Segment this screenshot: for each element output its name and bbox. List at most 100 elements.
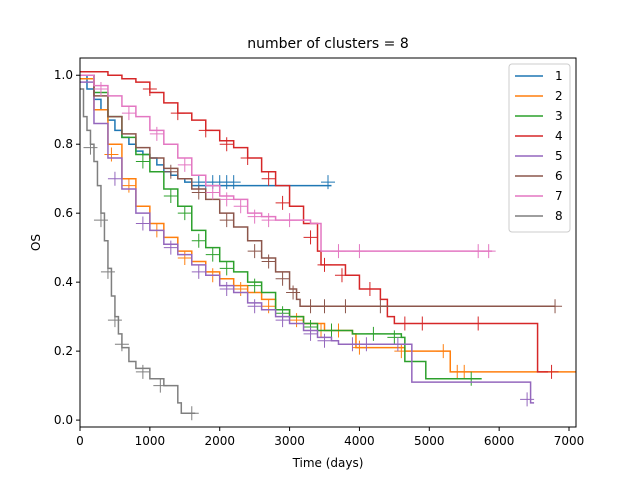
x-tick-label-3000: 3000 [274, 434, 305, 448]
censor-mark-8-4 [114, 337, 129, 352]
censor-mark-6-1 [191, 185, 206, 200]
censor-mark-6-9 [338, 299, 353, 314]
legend-label-2: 2 [555, 89, 563, 103]
censor-mark-4-3 [219, 137, 234, 152]
censor-mark-7-2 [149, 126, 164, 141]
censor-mark-2-12 [436, 344, 451, 359]
censor-mark-2-1 [121, 178, 136, 193]
censor-mark-3-0 [135, 154, 150, 169]
legend-box [508, 63, 571, 233]
censor-mark-3-5 [219, 261, 234, 276]
censor-mark-7-11 [352, 244, 367, 259]
legend: 1 2 3 4 5 6 7 8 [508, 63, 571, 233]
censor-mark-3-12 [464, 371, 479, 386]
series-line-2 [80, 77, 576, 373]
chart-title: number of clusters = 8 [247, 36, 408, 52]
censor-mark-4-6 [275, 195, 290, 210]
y-axis-label: OS [29, 234, 43, 251]
censor-mark-7-1 [121, 106, 136, 121]
x-tick-label-1000: 1000 [135, 434, 166, 448]
censor-mark-6-4 [261, 254, 276, 269]
y-tick-label-2: 0.4 [54, 275, 73, 289]
censor-mark-3-4 [205, 247, 220, 262]
x-tick-label-6000: 6000 [484, 434, 515, 448]
censor-mark-7-0 [93, 82, 108, 97]
series-line-7 [80, 74, 493, 252]
legend-label-4: 4 [555, 129, 563, 143]
censor-mark-4-10 [362, 282, 377, 297]
censor-mark-8-2 [100, 264, 115, 279]
censor-mark-4-1 [170, 106, 185, 121]
censor-mark-4-5 [261, 171, 276, 186]
censor-mark-3-11 [387, 330, 402, 345]
censor-mark-6-6 [286, 285, 301, 300]
legend-label-3: 3 [555, 109, 563, 123]
censor-mark-2-14 [457, 364, 472, 379]
censor-mark-5-7 [303, 326, 318, 341]
series-line-3 [80, 74, 482, 380]
censor-mark-3-6 [247, 278, 262, 293]
censor-mark-7-13 [481, 244, 496, 259]
x-tick-label-4000: 4000 [344, 434, 375, 448]
censor-mark-4-7 [303, 230, 318, 245]
censor-mark-5-2 [163, 240, 178, 255]
x-tick-label-7000: 7000 [554, 434, 585, 448]
censor-mark-7-6 [233, 199, 248, 214]
censor-mark-3-1 [163, 188, 178, 203]
y-tick-label-0: 0.0 [54, 413, 73, 427]
censor-mark-8-1 [93, 213, 108, 228]
x-tick-label-2000: 2000 [204, 434, 235, 448]
series-line-8 [80, 88, 196, 414]
legend-label-6: 6 [555, 169, 563, 183]
censor-mark-7-7 [247, 209, 262, 224]
censor-mark-6-3 [247, 244, 262, 259]
series-line-6 [80, 74, 556, 308]
censor-mark-2-0 [104, 147, 119, 162]
censor-mark-7-3 [177, 157, 192, 172]
plot-frame [79, 57, 577, 428]
y-tick-label-3: 0.6 [54, 206, 73, 220]
censor-mark-6-0 [163, 164, 178, 179]
x-tick-label-0: 0 [76, 434, 84, 448]
censor-mark-8-5 [135, 364, 150, 379]
censor-mark-8-3 [107, 313, 122, 328]
censor-mark-6-11 [548, 299, 563, 314]
censor-mark-7-8 [261, 213, 276, 228]
censor-mark-4-9 [334, 268, 349, 283]
y-tick-label-4: 0.8 [54, 137, 73, 151]
y-tick-label-5: 1.0 [54, 68, 73, 82]
censor-mark-8-7 [184, 406, 199, 421]
censor-mark-3-2 [177, 206, 192, 221]
censor-mark-7-10 [331, 244, 346, 259]
censor-mark-5-11 [390, 337, 405, 352]
censor-mark-5-4 [219, 282, 234, 297]
censor-mark-5-0 [107, 171, 122, 186]
censor-mark-2-5 [233, 282, 248, 297]
series-line-5 [80, 81, 535, 404]
censor-mark-5-12 [520, 392, 535, 407]
censor-mark-2-10 [352, 340, 367, 355]
censor-mark-5-6 [275, 313, 290, 328]
censor-mark-2-7 [289, 313, 304, 328]
censor-mark-6-7 [303, 299, 318, 314]
censor-mark-7-5 [219, 192, 234, 207]
censor-mark-4-4 [240, 151, 255, 166]
censor-mark-3-10 [366, 326, 381, 341]
censor-mark-6-2 [219, 213, 234, 228]
x-axis-label: Time (days) [292, 456, 364, 470]
censor-mark-7-9 [282, 213, 297, 228]
censor-mark-8-6 [153, 378, 168, 393]
plot-marks [80, 71, 576, 421]
censor-mark-2-3 [177, 251, 192, 266]
censor-mark-2-6 [261, 299, 276, 314]
censor-mark-5-5 [247, 299, 262, 314]
censor-mark-7-4 [205, 185, 220, 200]
censor-mark-5-10 [359, 337, 374, 352]
x-tick-label-5000: 5000 [414, 434, 445, 448]
censor-mark-1-6 [321, 175, 335, 190]
y-tick-label-1: 0.2 [54, 344, 73, 358]
censor-mark-1-5 [226, 175, 241, 190]
censor-mark-4-8 [317, 257, 332, 272]
censor-mark-8-0 [83, 140, 98, 155]
